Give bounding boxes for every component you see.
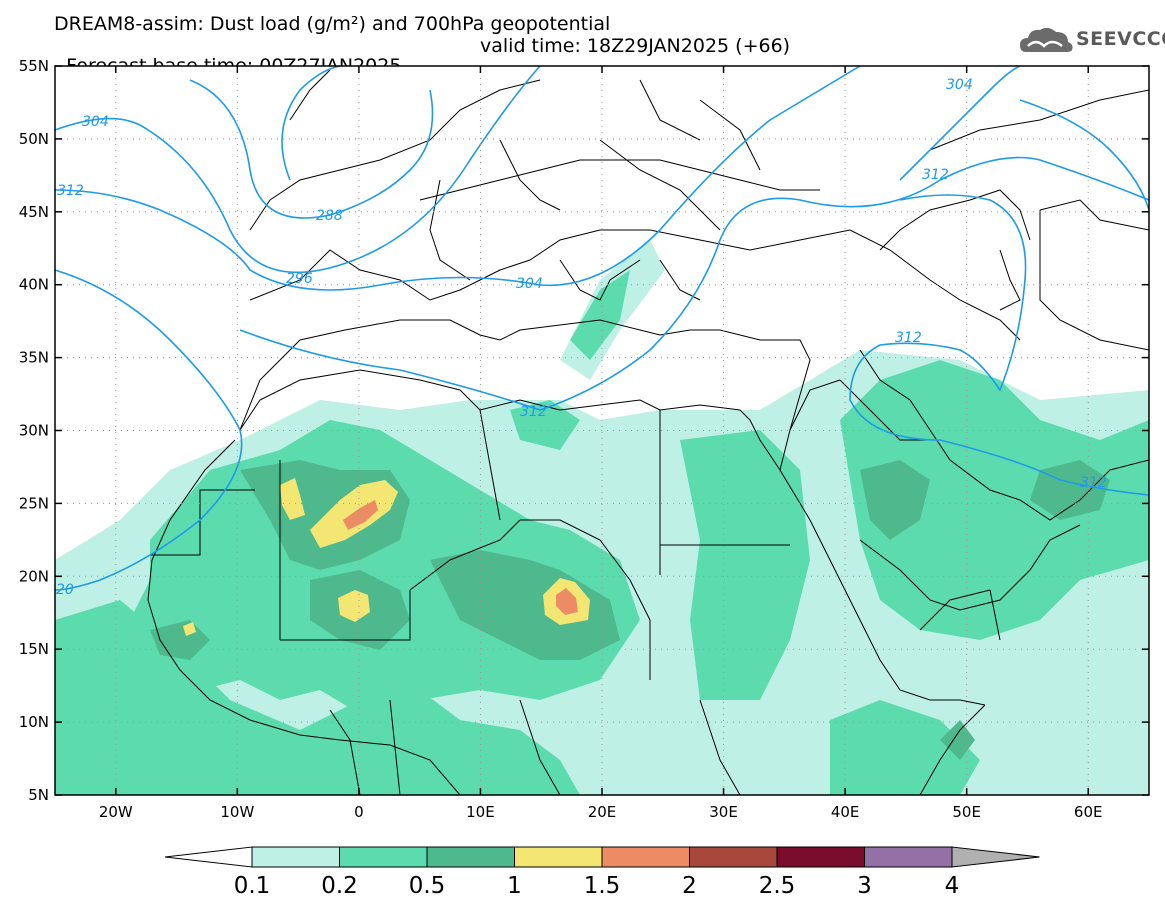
isoline-label: 312 bbox=[1080, 475, 1107, 491]
colorbar-label: 0.1 bbox=[234, 873, 271, 899]
lon-tick-label: 60E bbox=[1074, 803, 1103, 821]
colorbar-swatch bbox=[864, 846, 953, 868]
lat-tick-label: 20N bbox=[19, 567, 49, 585]
lat-tick-label: 15N bbox=[19, 640, 49, 658]
colorbar-label: 1.5 bbox=[584, 873, 621, 899]
dust-field bbox=[55, 240, 1149, 795]
lat-tick-label: 45N bbox=[19, 203, 49, 221]
isoline-label: 296 bbox=[286, 271, 313, 287]
colorbar-swatch bbox=[514, 846, 603, 868]
lon-tick-label: 30E bbox=[709, 803, 738, 821]
lat-tick-label: 50N bbox=[19, 130, 49, 148]
lat-tick-label: 30N bbox=[19, 422, 49, 440]
isoline-label: 288 bbox=[316, 208, 343, 224]
colorbar-under-triangle bbox=[164, 846, 253, 868]
lon-tick-label: 10W bbox=[220, 803, 254, 821]
colorbar-swatch bbox=[776, 846, 865, 868]
lat-tick-label: 55N bbox=[19, 57, 49, 75]
colorbar-label: 0.2 bbox=[321, 873, 358, 899]
logo-text: SEEVCCC bbox=[1076, 28, 1165, 50]
latitude-axis: 55N 50N 45N 40N 35N 30N 25N 20N 15N 10N 5N bbox=[19, 57, 1149, 804]
geopotential-isolines bbox=[55, 66, 1149, 591]
lon-tick-label: 20W bbox=[99, 803, 133, 821]
lon-tick-label: 40E bbox=[831, 803, 860, 821]
isoline-label: 312 bbox=[520, 404, 547, 420]
isoline-label: 312 bbox=[922, 167, 949, 183]
isoline-label: 304 bbox=[82, 114, 109, 130]
colorbar-label: 1 bbox=[507, 873, 522, 899]
isoline-label: 312 bbox=[57, 183, 84, 199]
lon-tick-label: 10E bbox=[466, 803, 495, 821]
isoline-labels: 304 312 288 296 304 312 312 304 312 20 3… bbox=[56, 77, 1107, 598]
colorbar-label: 4 bbox=[945, 873, 960, 899]
lat-tick-label: 10N bbox=[19, 713, 49, 731]
seevccc-logo: SEEVCCC bbox=[1018, 24, 1165, 58]
colorbar-label: 0.5 bbox=[409, 873, 446, 899]
colorbar-swatch bbox=[339, 846, 428, 868]
colorbar-swatch bbox=[689, 846, 778, 868]
lat-tick-label: 25N bbox=[19, 494, 49, 512]
dust-level-1.5 bbox=[343, 500, 578, 615]
lat-tick-label: 35N bbox=[19, 349, 49, 367]
isoline-label: 304 bbox=[516, 276, 543, 292]
colorbar-swatch bbox=[601, 846, 690, 868]
chart-title: DREAM8-assim: Dust load (g/m²) and 700hP… bbox=[54, 13, 611, 35]
lon-tick-label: 20E bbox=[588, 803, 617, 821]
lon-tick-label: 0 bbox=[354, 803, 364, 821]
isoline-label: 312 bbox=[895, 330, 922, 346]
colorbar: 0.1 0.2 0.5 1 1.5 2 2.5 3 4 bbox=[164, 846, 1040, 899]
lat-tick-label: 5N bbox=[28, 786, 49, 804]
cloud-icon bbox=[1020, 27, 1073, 52]
colorbar-label: 2 bbox=[682, 873, 697, 899]
lon-tick-label: 50E bbox=[952, 803, 981, 821]
valid-time: valid time: 18Z29JAN2025 (+66) bbox=[480, 35, 791, 57]
coastlines bbox=[147, 69, 1149, 795]
longitude-axis: 20W 10W 0 10E 20E 30E 40E 50E 60E bbox=[99, 66, 1103, 821]
isoline-label: 304 bbox=[946, 77, 973, 93]
colorbar-swatch bbox=[251, 846, 340, 868]
graticule bbox=[55, 66, 1149, 795]
lat-tick-label: 40N bbox=[19, 276, 49, 294]
isoline-label: 20 bbox=[56, 582, 74, 598]
colorbar-label: 2.5 bbox=[759, 873, 796, 899]
colorbar-label: 3 bbox=[857, 873, 872, 899]
colorbar-swatch bbox=[426, 846, 515, 868]
colorbar-over-triangle bbox=[951, 846, 1040, 868]
